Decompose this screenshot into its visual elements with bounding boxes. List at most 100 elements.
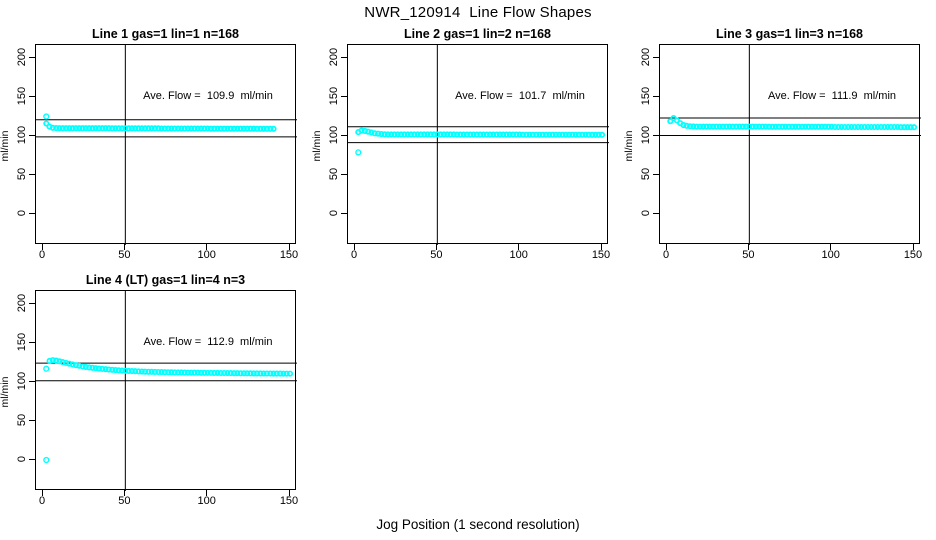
- plot-area: Ave. Flow = 101.7 ml/min: [347, 44, 609, 245]
- data-point: [368, 129, 375, 136]
- data-point: [845, 123, 852, 131]
- data-point: [142, 125, 149, 132]
- data-point: [181, 369, 188, 376]
- data-point: [795, 123, 802, 130]
- subplot-title: Line 1 gas=1 lin=1 n=168: [92, 27, 239, 41]
- data-point: [818, 123, 825, 130]
- data-point: [769, 123, 776, 130]
- data-point: [92, 365, 99, 372]
- data-point: [589, 131, 596, 138]
- x-tick-mark: [830, 244, 832, 250]
- data-point: [719, 123, 727, 130]
- data-points-layer: [348, 45, 609, 245]
- data-point: [358, 127, 365, 134]
- y-tick-label: 200: [16, 47, 28, 67]
- data-point: [99, 125, 106, 132]
- data-point: [82, 363, 89, 370]
- data-point: [894, 123, 901, 131]
- data-point: [53, 124, 60, 132]
- data-point: [191, 125, 198, 132]
- x-tick-mark: [665, 244, 667, 250]
- data-point: [887, 123, 895, 131]
- data-point: [174, 125, 182, 132]
- data-point: [467, 131, 474, 138]
- data-point: [437, 131, 444, 138]
- x-tick-label: 100: [197, 495, 216, 507]
- data-point: [460, 131, 467, 138]
- y-tick-label: 100: [328, 125, 340, 145]
- data-point: [56, 125, 63, 132]
- data-point: [247, 125, 254, 132]
- data-point: [217, 125, 224, 132]
- data-point: [142, 368, 149, 375]
- data-point: [907, 124, 914, 131]
- data-point: [371, 130, 378, 137]
- data-point: [69, 361, 76, 368]
- data-point: [102, 125, 109, 132]
- x-tick-label: 0: [38, 249, 46, 261]
- x-axis-label: Jog Position (1 second resolution): [376, 517, 580, 532]
- data-point: [270, 370, 277, 377]
- data-point: [234, 125, 241, 132]
- data-point: [812, 123, 819, 130]
- data-point: [490, 131, 497, 138]
- data-point: [831, 123, 839, 131]
- data-point: [539, 131, 546, 138]
- data-point: [53, 357, 60, 364]
- y-tick-mark: [29, 134, 35, 136]
- data-point: [808, 123, 815, 130]
- data-point: [480, 131, 487, 138]
- data-point: [779, 123, 786, 130]
- data-point: [762, 123, 769, 130]
- data-point: [63, 359, 70, 366]
- x-tick-label: 150: [591, 249, 611, 261]
- y-tick-label: 200: [328, 47, 340, 67]
- data-point: [434, 131, 441, 138]
- data-point: [457, 131, 464, 138]
- outlier-point: [355, 149, 362, 156]
- y-tick-mark: [653, 56, 659, 58]
- x-tick-label: 150: [903, 249, 923, 261]
- y-tick-mark: [29, 419, 35, 421]
- data-point: [49, 357, 56, 364]
- ave-flow-annotation: Ave. Flow = 109.9 ml/min: [143, 90, 273, 102]
- data-point: [533, 131, 540, 138]
- data-point: [244, 125, 251, 132]
- data-point: [384, 131, 391, 138]
- data-point: [102, 366, 109, 373]
- x-tick-mark: [206, 490, 208, 496]
- y-tick-mark: [29, 173, 35, 175]
- data-point: [115, 367, 122, 374]
- x-tick-label: 50: [742, 249, 755, 261]
- data-point: [49, 124, 56, 131]
- data-point: [270, 125, 277, 132]
- data-point: [401, 131, 408, 138]
- y-axis-label: ml/min: [311, 130, 323, 162]
- y-tick-mark: [29, 212, 35, 214]
- data-point: [273, 370, 280, 377]
- data-point: [703, 123, 710, 130]
- data-point: [713, 123, 720, 130]
- y-tick-label: 50: [16, 167, 28, 181]
- data-point: [789, 123, 796, 130]
- data-point: [257, 370, 264, 377]
- data-point: [792, 123, 799, 130]
- data-point: [59, 359, 66, 366]
- data-point: [579, 131, 586, 138]
- data-point: [746, 123, 753, 130]
- data-point: [184, 369, 191, 376]
- y-tick-label: 50: [16, 413, 28, 427]
- y-tick-label: 50: [328, 167, 340, 181]
- data-point: [874, 123, 881, 131]
- data-point: [227, 370, 234, 377]
- data-point: [211, 369, 218, 377]
- data-point: [286, 370, 294, 377]
- figure-title: NWR_120914 Line Flow Shapes: [364, 4, 592, 21]
- data-point: [864, 123, 871, 131]
- y-tick-mark: [653, 212, 659, 214]
- data-point: [447, 131, 454, 138]
- data-point: [79, 125, 86, 132]
- plot-area: Ave. Flow = 111.9 ml/min: [659, 44, 921, 245]
- data-point: [575, 131, 583, 138]
- data-point: [155, 368, 162, 376]
